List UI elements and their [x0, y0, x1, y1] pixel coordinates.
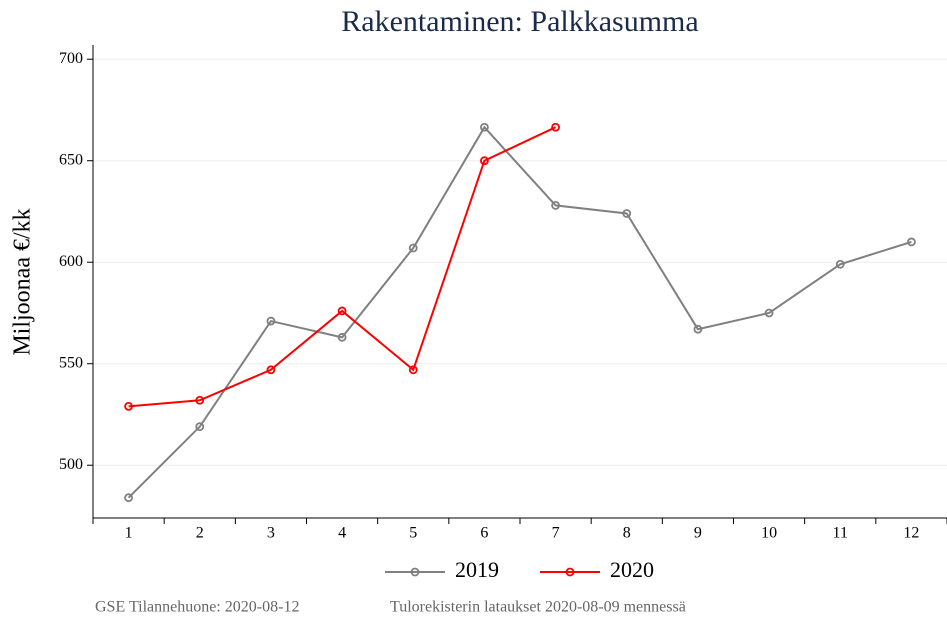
- legend-label: 2019: [455, 557, 499, 582]
- legend-marker: [565, 567, 575, 577]
- point: [408, 243, 418, 253]
- series-line: [128, 126, 557, 408]
- point: [195, 395, 205, 405]
- point: [764, 308, 774, 318]
- y-tick-label: 600: [59, 253, 83, 270]
- x-tick-label: 9: [694, 525, 702, 542]
- point: [480, 122, 489, 132]
- footer-text: Tulorekisterin lataukset 2020-08-09 menn…: [390, 599, 686, 616]
- y-tick-label: 700: [59, 50, 83, 67]
- point: [266, 365, 276, 375]
- point: [693, 324, 703, 334]
- point: [266, 316, 276, 326]
- x-tick-label: 5: [409, 525, 417, 542]
- y-tick-label: 650: [59, 151, 83, 168]
- x-tick-label: 4: [338, 525, 346, 542]
- x-tick-label: 8: [623, 525, 631, 542]
- y-axis-label: Miljoonaa €/kk: [10, 208, 36, 355]
- point: [907, 237, 916, 247]
- x-tick-label: 10: [761, 525, 777, 542]
- x-tick-label: 1: [125, 525, 133, 542]
- chart-title: Rakentaminen: Palkkasumma: [341, 5, 698, 38]
- y-tick-label: 500: [59, 456, 83, 473]
- point: [337, 306, 347, 316]
- point: [551, 122, 560, 132]
- point: [480, 156, 489, 166]
- x-tick-label: 7: [552, 525, 560, 542]
- x-tick-label: 2: [196, 525, 204, 542]
- x-tick-label: 3: [267, 525, 275, 542]
- legend-marker: [410, 567, 420, 577]
- point: [622, 209, 632, 218]
- point: [551, 200, 560, 210]
- point: [835, 259, 845, 269]
- x-tick-label: 12: [903, 525, 919, 542]
- point: [337, 332, 347, 342]
- x-tick-label: 11: [833, 525, 848, 542]
- point: [124, 493, 133, 503]
- y-tick-label: 550: [59, 354, 83, 371]
- point: [408, 365, 418, 375]
- legend-label: 2020: [610, 557, 654, 582]
- point: [195, 422, 205, 432]
- series-line: [127, 125, 912, 499]
- x-tick-label: 6: [480, 525, 488, 542]
- point: [124, 401, 133, 411]
- footer-text: GSE Tilannehuone: 2020-08-12: [95, 599, 299, 616]
